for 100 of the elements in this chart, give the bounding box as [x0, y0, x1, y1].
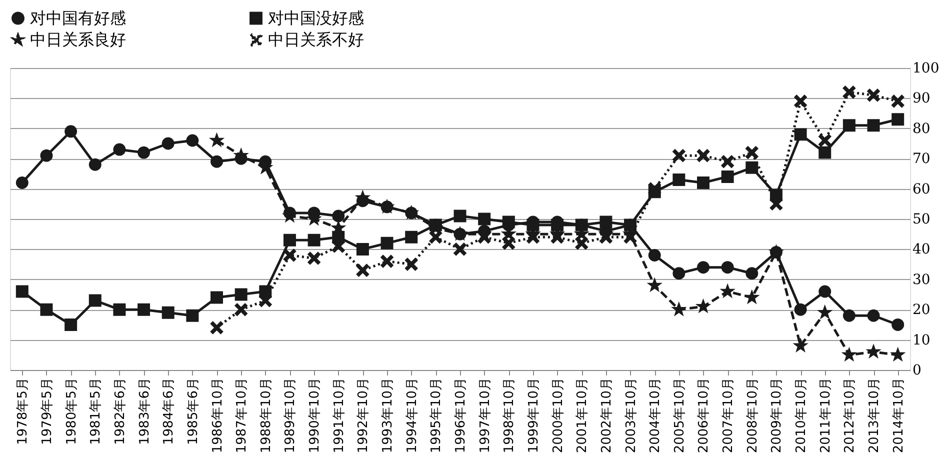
- point: [210, 155, 223, 168]
- y-tick-label: 30: [912, 272, 930, 288]
- x-tick-label: 1985年6月: [186, 378, 201, 445]
- x-tick-label: 1983年6月: [137, 378, 152, 445]
- point: [405, 230, 418, 244]
- point: [526, 230, 540, 244]
- point: [478, 212, 491, 226]
- point: [283, 234, 296, 246]
- point: [697, 176, 710, 190]
- point: [892, 318, 904, 331]
- point: [162, 306, 174, 319]
- y-tick-label: 20: [912, 302, 930, 318]
- point: [892, 113, 904, 126]
- x-tick-label: 1988年10月: [258, 378, 274, 454]
- x-tick-label: 2007年10月: [721, 378, 736, 454]
- point: [356, 264, 369, 277]
- point: [138, 146, 150, 159]
- point: [818, 146, 832, 159]
- legend-label: 中日关系良好: [30, 30, 126, 49]
- x-tick-label: 1994年10月: [404, 378, 420, 454]
- point: [380, 255, 394, 268]
- x-tick-label: 1987年10月: [234, 378, 250, 454]
- point: [794, 128, 807, 141]
- x-tick-label: 1989年10月: [283, 378, 298, 454]
- point: [794, 303, 807, 316]
- legend-label: 对中国没好感: [268, 8, 364, 28]
- point: [672, 173, 686, 186]
- point: [283, 248, 296, 262]
- point: [697, 261, 710, 274]
- y-tick-label: 40: [912, 242, 930, 258]
- point: [332, 210, 345, 222]
- y-tick-label: 0: [912, 362, 922, 378]
- point: [234, 303, 248, 316]
- point: [234, 288, 248, 301]
- x-tick-label: 1992年10月: [356, 378, 372, 454]
- legend-label: 中日关系不好: [268, 30, 364, 49]
- point: [867, 119, 880, 132]
- point: [721, 261, 734, 274]
- point: [721, 155, 734, 168]
- x-tick-label: 1980年5月: [64, 378, 80, 445]
- point: [88, 294, 102, 307]
- point: [186, 309, 199, 322]
- point: [867, 88, 880, 102]
- x-tick-label: 2000年10月: [550, 378, 566, 454]
- point: [138, 303, 150, 316]
- x-tick-label: 1999年10月: [526, 378, 542, 454]
- y-tick-label: 50: [912, 212, 930, 228]
- point: [624, 230, 637, 244]
- y-tick-label: 70: [912, 151, 930, 168]
- point: [794, 94, 807, 108]
- x-tick-label: 2002年10月: [599, 378, 614, 454]
- x-tick-label: 1979年5月: [40, 378, 55, 445]
- x-tick-label: 1984年6月: [162, 378, 177, 445]
- x-tick-label: 1986年10月: [210, 378, 226, 454]
- x-tick-label: 1995年10月: [429, 378, 444, 454]
- x-tick-label: 1998年10月: [502, 378, 518, 454]
- point: [818, 134, 832, 147]
- point: [672, 267, 686, 280]
- x-tick-label: 1993年10月: [380, 378, 396, 454]
- point: [551, 218, 564, 232]
- point: [113, 143, 126, 156]
- point: [575, 236, 588, 250]
- point: [746, 146, 758, 159]
- x-tick-label: 1997年10月: [478, 378, 493, 454]
- y-tick-label: 10: [912, 332, 930, 348]
- point: [162, 137, 174, 150]
- point: [454, 210, 466, 222]
- point: [502, 216, 515, 228]
- point: [624, 218, 637, 232]
- point: [842, 309, 856, 322]
- point: [842, 119, 856, 132]
- x-tick-label: 2009年10月: [770, 378, 785, 454]
- point: [672, 149, 686, 162]
- y-tick-label: 80: [912, 120, 930, 137]
- y-tick-label: 60: [912, 181, 930, 198]
- x-tick-label: 2014年10月: [891, 378, 906, 454]
- x-tick-label: 2004年10月: [648, 378, 664, 454]
- x-tick-label: 1978年5月: [16, 378, 31, 445]
- point: [64, 318, 78, 331]
- point: [818, 285, 832, 298]
- point: [88, 158, 102, 171]
- point: [405, 258, 418, 271]
- x-tick-label: 2011年10月: [818, 378, 834, 454]
- point: [356, 242, 369, 256]
- x-tick-label: 2013年10月: [867, 378, 882, 454]
- x-tick-label: 2008年10月: [745, 378, 760, 454]
- point: [892, 94, 904, 108]
- point: [551, 230, 564, 244]
- point: [746, 267, 758, 280]
- point: [210, 321, 223, 334]
- point: [113, 303, 126, 316]
- legend-label: 对中国有好感: [30, 8, 126, 28]
- point: [502, 236, 515, 250]
- point: [575, 218, 588, 232]
- point: [186, 134, 199, 147]
- point: [429, 230, 442, 244]
- y-tick-label: 100: [912, 60, 940, 76]
- point: [842, 86, 856, 98]
- point: [210, 291, 223, 304]
- point: [40, 149, 53, 162]
